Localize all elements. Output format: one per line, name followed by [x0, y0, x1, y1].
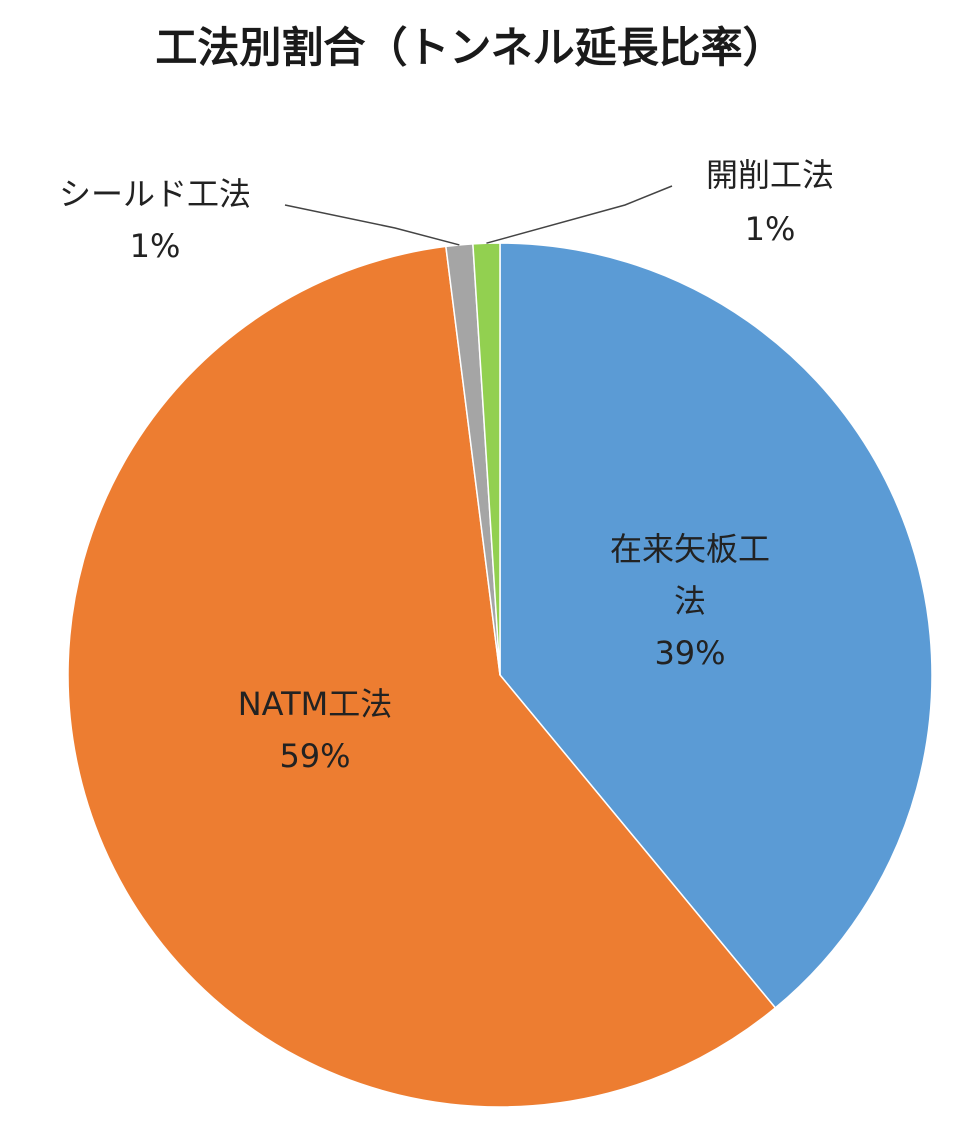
- data-label: 59%: [279, 737, 350, 775]
- data-label: NATM工法: [238, 685, 393, 723]
- pie-slices: [67, 242, 933, 1108]
- pie-slice: [67, 245, 777, 1108]
- data-label: シールド工法: [59, 175, 251, 213]
- pie-slice: [472, 242, 501, 676]
- data-label: 法: [674, 582, 706, 620]
- data-label: 1%: [745, 210, 796, 248]
- data-label: 39%: [654, 634, 725, 672]
- data-label: 在来矢板工: [610, 530, 770, 568]
- chart-title: 工法別割合（トンネル延長比率）: [155, 23, 784, 72]
- data-label: 開削工法: [706, 156, 834, 194]
- leader-line: [284, 204, 460, 246]
- data-label: 1%: [130, 227, 181, 265]
- pie-slice: [499, 242, 933, 1009]
- leader-lines: [284, 185, 673, 246]
- leader-line: [486, 185, 673, 244]
